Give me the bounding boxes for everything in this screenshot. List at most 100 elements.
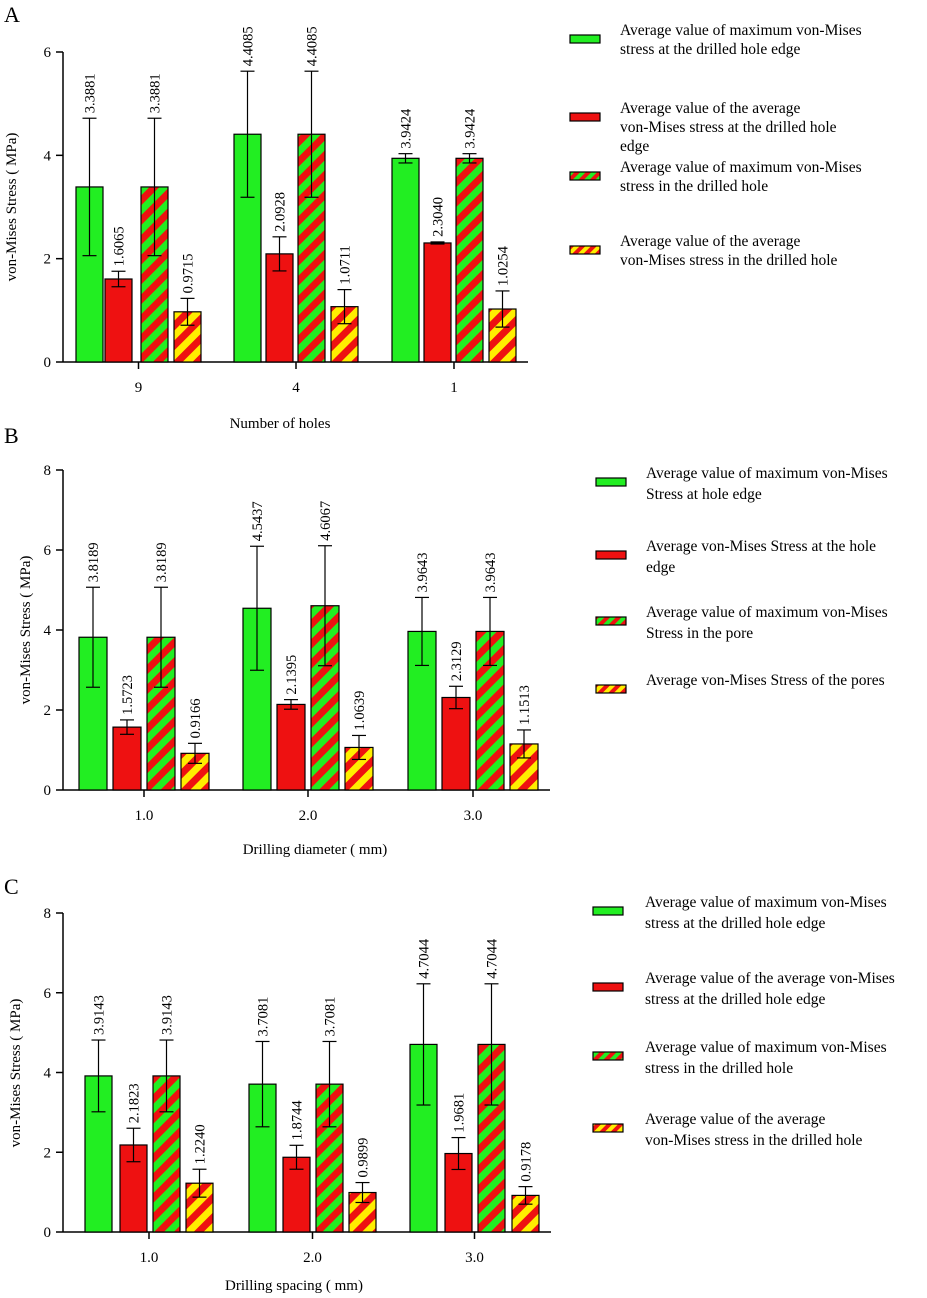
y-tick-label: 4 — [44, 1066, 52, 1082]
chart-panel-a: A 0 2 4 6 von-Mises Stress ( MPa) 9 4 1 Number of… — [4, 2, 862, 432]
legend-label: Average value of the average von-Mises st… — [645, 970, 895, 1008]
x-tick-label: 4 — [292, 380, 300, 396]
legend-line: von-Mises stress in the drilled hole — [620, 252, 838, 269]
legend-line: stress in the drilled hole — [620, 178, 768, 195]
x-tick-label: 9 — [135, 380, 143, 396]
data-label: 1.0639 — [352, 691, 368, 731]
y-tick-label: 4 — [44, 148, 52, 164]
panel-label: C — [4, 874, 19, 899]
data-label: 3.3881 — [83, 73, 99, 113]
legend-swatch — [592, 1123, 624, 1133]
data-label: 1.0254 — [496, 245, 512, 286]
y-tick-label: 0 — [44, 783, 52, 799]
legend-line: von-Mises stress at the drilled hole — [620, 119, 837, 136]
bar — [104, 278, 133, 363]
legend-line: stress at the drilled hole edge — [645, 991, 825, 1008]
legend-line: Average value of the average von-Mises — [645, 970, 895, 987]
legend-label: Average value of the average von-Mises st… — [620, 233, 838, 269]
legend-line: edge — [646, 559, 675, 576]
legend-label: Average von-Mises Stress at the hole edge — [646, 538, 876, 576]
y-tick-label: 4 — [44, 623, 52, 639]
data-label: 3.9643 — [483, 553, 499, 593]
data-label: 3.9143 — [92, 995, 108, 1035]
y-tick-label: 8 — [44, 463, 52, 479]
legend-swatch — [595, 616, 627, 626]
legend-line: stress at the drilled hole edge — [620, 41, 800, 58]
data-label: 1.2240 — [193, 1124, 209, 1164]
legend-line: Average value of the average — [620, 100, 801, 117]
data-label: 1.8744 — [290, 1100, 306, 1141]
legend-line: Stress at hole edge — [646, 486, 762, 503]
data-label: 2.0928 — [273, 192, 289, 232]
bar — [423, 242, 452, 363]
legend-line: Average value of maximum von-Mises — [646, 465, 888, 482]
x-axis-title: Number of holes — [230, 416, 331, 432]
legend-swatch — [569, 112, 601, 122]
legend-line: stress at the drilled hole edge — [645, 915, 825, 932]
data-label: 4.4085 — [305, 26, 321, 66]
y-tick-label: 8 — [44, 906, 52, 922]
bar — [391, 157, 420, 363]
bar — [112, 726, 142, 791]
data-label: 3.9424 — [399, 108, 415, 149]
legend-line: Average von-Mises Stress of the pores — [646, 672, 885, 689]
legend-label: Average value of maximum von-Mises Stress… — [646, 604, 888, 642]
data-label: 4.6067 — [318, 501, 334, 541]
bar — [441, 696, 471, 791]
y-axis-title: von-Mises Stress ( MPa) — [8, 999, 24, 1148]
data-label: 3.9143 — [160, 995, 176, 1035]
data-label: 2.1823 — [127, 1083, 143, 1123]
legend-line: Average value of maximum von-Mises — [620, 22, 862, 39]
data-label: 2.1395 — [284, 655, 300, 695]
data-label: 3.7081 — [323, 997, 339, 1037]
y-axis-title: von-Mises Stress ( MPa) — [18, 556, 34, 705]
data-label: 3.7081 — [256, 997, 272, 1037]
data-label: 3.8189 — [154, 542, 170, 582]
y-tick-label: 6 — [44, 543, 52, 559]
legend-swatch — [595, 684, 627, 694]
x-tick-label: 3.0 — [464, 808, 483, 824]
data-label: 1.0711 — [338, 245, 354, 284]
legend-swatch — [592, 982, 624, 992]
x-axis-title: Drilling spacing ( mm) — [225, 1278, 363, 1294]
legend-line: Average value of maximum von-Mises — [620, 159, 862, 176]
data-label: 4.7044 — [417, 938, 433, 979]
legend-label: Average value of the average von-Mises st… — [645, 1111, 863, 1149]
legend-swatch — [569, 34, 601, 44]
data-label: 1.1513 — [517, 685, 533, 725]
data-label: 1.5723 — [120, 675, 136, 715]
data-label: 4.5437 — [250, 501, 266, 541]
data-label: 3.9424 — [463, 108, 479, 149]
legend-label: Average value of maximum von-Mises stress… — [620, 159, 862, 195]
data-label: 3.8189 — [86, 542, 102, 582]
legend-swatch — [592, 906, 624, 916]
legend-line: Average von-Mises Stress at the hole — [646, 538, 876, 555]
data-label: 0.9715 — [181, 253, 197, 293]
legend-label: Average von-Mises Stress of the pores — [646, 672, 885, 689]
x-tick-label: 2.0 — [303, 1250, 322, 1266]
data-label: 4.7044 — [485, 938, 501, 979]
x-tick-label: 3.0 — [465, 1250, 484, 1266]
data-label: 1.9681 — [452, 1093, 468, 1133]
y-tick-label: 2 — [44, 703, 52, 719]
chart-panel-b: B 0 2 4 6 8 von-Mises Stress ( MPa) 1.0 2.0 3.0 Dr… — [4, 423, 888, 858]
y-tick-label: 2 — [44, 1145, 52, 1161]
x-axis-title: Drilling diameter ( mm) — [243, 842, 388, 858]
legend-line: von-Mises stress in the drilled hole — [645, 1132, 863, 1149]
legend-line: Average value of the average — [645, 1111, 826, 1128]
data-label: 2.3129 — [449, 641, 465, 681]
legend-label: Average value of the average von-Mises st… — [620, 100, 837, 155]
y-tick-label: 0 — [44, 355, 52, 371]
y-tick-label: 6 — [44, 986, 52, 1002]
legend-line: Average value of maximum von-Mises — [645, 894, 887, 911]
legend-line: edge — [620, 138, 649, 155]
data-label: 0.9166 — [188, 698, 204, 738]
legend-line: stress in the drilled hole — [645, 1060, 793, 1077]
data-label: 3.9643 — [415, 553, 431, 593]
y-axis-title: von-Mises Stress ( MPa) — [4, 133, 20, 282]
legend-swatch — [569, 245, 601, 255]
y-tick-label: 0 — [44, 1225, 52, 1241]
data-label: 0.9899 — [356, 1138, 372, 1178]
panel-label: B — [4, 423, 19, 448]
